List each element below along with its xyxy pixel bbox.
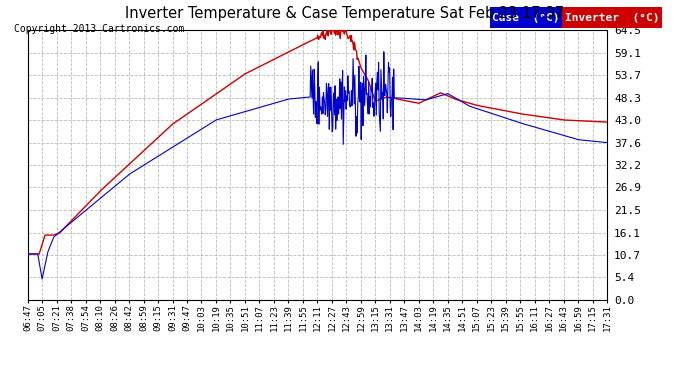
Text: Inverter Temperature & Case Temperature Sat Feb 23 17:37: Inverter Temperature & Case Temperature …: [126, 6, 564, 21]
Text: Copyright 2013 Cartronics.com: Copyright 2013 Cartronics.com: [14, 24, 184, 34]
Text: Inverter  (°C): Inverter (°C): [565, 13, 660, 23]
Text: Case  (°C): Case (°C): [493, 13, 560, 23]
